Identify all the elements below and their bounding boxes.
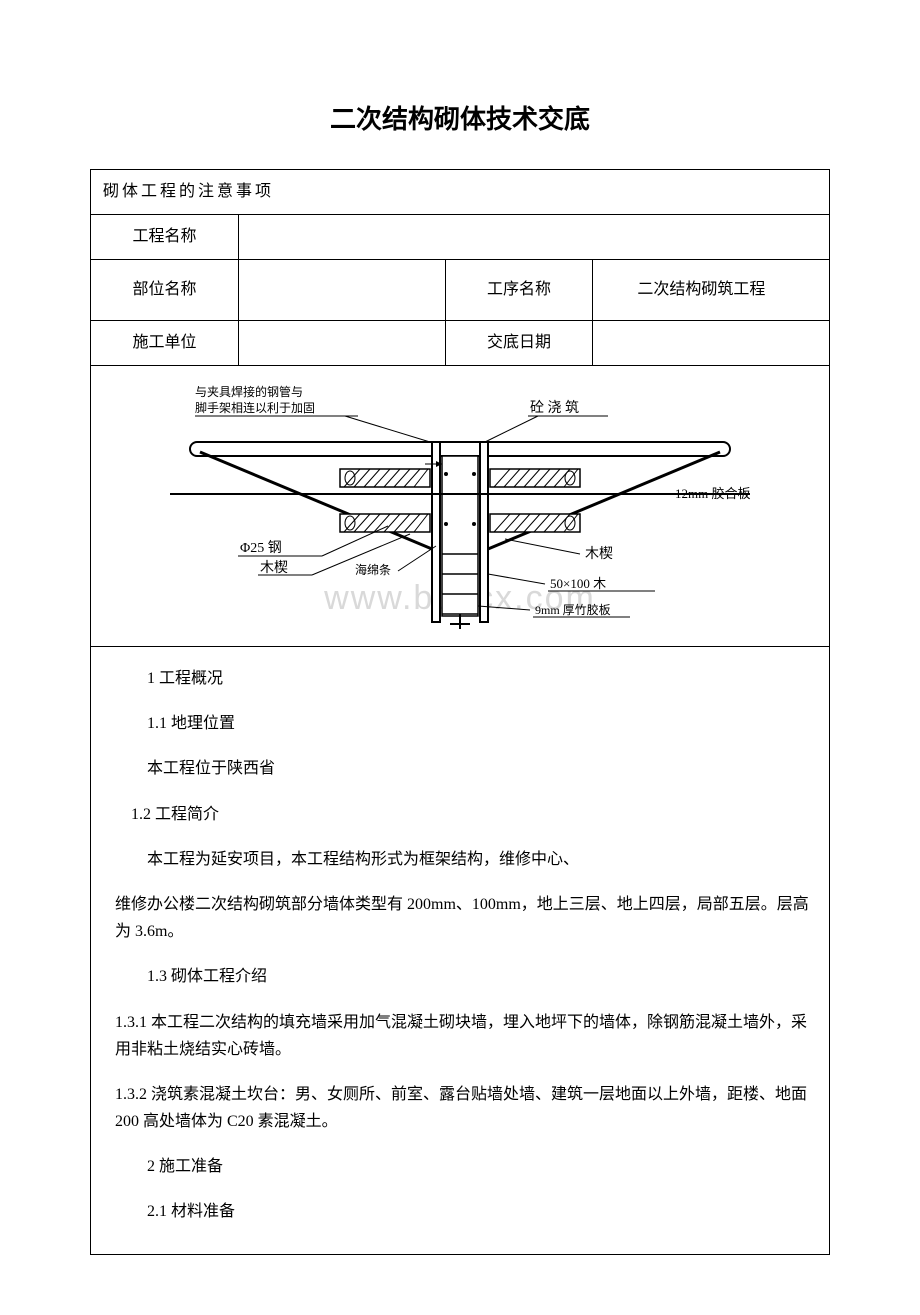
label-sponge: 海绵条 bbox=[355, 562, 391, 577]
label-steel25: Φ25 钢 bbox=[240, 540, 282, 556]
disclosure-date-value bbox=[593, 321, 829, 366]
document-frame: 砌体工程的注意事项 工程名称 部位名称 工序名称 二次结构砌筑工程 施工单位 交… bbox=[90, 169, 830, 1255]
para-5: 本工程为延安项目，本工程结构形式为框架结构，维修中心、 bbox=[115, 846, 809, 873]
label-plywood12: 12mm 胶合板 bbox=[675, 486, 750, 501]
construction-unit-label: 施工单位 bbox=[91, 321, 239, 366]
label-wedge-left: 木楔 bbox=[260, 560, 288, 576]
para-7: 1.3 砌体工程介绍 bbox=[115, 963, 809, 990]
label-pipe-l2: 脚手架相连以利于加固 bbox=[195, 400, 315, 415]
diagram-container: www.bdocx.com 与夹具焊接的钢管与 脚手架相连以利于加固 砼 浇 筑 bbox=[91, 366, 829, 647]
construction-unit-value bbox=[239, 321, 446, 366]
left-vertical-board bbox=[432, 442, 440, 622]
para-9: 1.3.2 浇筑素混凝土坎台：男、女厕所、前室、露台贴墙处墙、建筑一层地面以上外… bbox=[115, 1081, 809, 1135]
para-1: 1 工程概况 bbox=[115, 665, 809, 692]
para-8: 1.3.1 本工程二次结构的填充墙采用加气混凝土砌块墙，埋入地坪下的墙体，除钢筋… bbox=[115, 1009, 809, 1063]
batten-bot-right bbox=[490, 514, 580, 532]
body-text: 1 工程概况 1.1 地理位置 本工程位于陕西省 1.2 工程简介 本工程为延安… bbox=[91, 647, 829, 1254]
page-title: 二次结构砌体技术交底 bbox=[90, 100, 830, 139]
steel-pipe bbox=[190, 442, 730, 456]
notice-blank bbox=[445, 170, 829, 215]
disclosure-date-label: 交底日期 bbox=[445, 321, 593, 366]
notice-label: 砌体工程的注意事项 bbox=[91, 170, 445, 215]
label-bamboo9: 9mm 厚竹胶板 bbox=[535, 602, 611, 617]
para-10: 2 施工准备 bbox=[115, 1153, 809, 1180]
label-wedge-right: 木楔 bbox=[585, 546, 613, 562]
project-name-value bbox=[239, 215, 829, 260]
batten-bot-left bbox=[340, 514, 430, 532]
label-pipe-l1: 与夹具焊接的钢管与 bbox=[195, 384, 303, 399]
formwork-diagram: www.bdocx.com 与夹具焊接的钢管与 脚手架相连以利于加固 砼 浇 筑 bbox=[110, 374, 810, 634]
part-name-value bbox=[239, 260, 446, 321]
label-wood50x100: 50×100 木 bbox=[550, 576, 606, 591]
batten-top-left bbox=[340, 469, 430, 487]
brace-left bbox=[200, 452, 432, 549]
process-name-value: 二次结构砌筑工程 bbox=[593, 260, 829, 321]
project-name-label: 工程名称 bbox=[91, 215, 239, 260]
column-face bbox=[442, 456, 478, 616]
para-2: 1.1 地理位置 bbox=[115, 710, 809, 737]
right-vertical-board bbox=[480, 442, 488, 622]
label-pour: 砼 浇 筑 bbox=[530, 400, 579, 416]
process-name-label: 工序名称 bbox=[445, 260, 593, 321]
part-name-label: 部位名称 bbox=[91, 260, 239, 321]
para-11: 2.1 材料准备 bbox=[115, 1198, 809, 1225]
header-table: 砌体工程的注意事项 工程名称 部位名称 工序名称 二次结构砌筑工程 施工单位 交… bbox=[91, 170, 829, 366]
para-3: 本工程位于陕西省 bbox=[115, 755, 809, 782]
para-4: 1.2 工程简介 bbox=[115, 801, 809, 828]
batten-top-right bbox=[490, 469, 580, 487]
para-6: 维修办公楼二次结构砌筑部分墙体类型有 200mm、100mm，地上三层、地上四层… bbox=[115, 891, 809, 945]
